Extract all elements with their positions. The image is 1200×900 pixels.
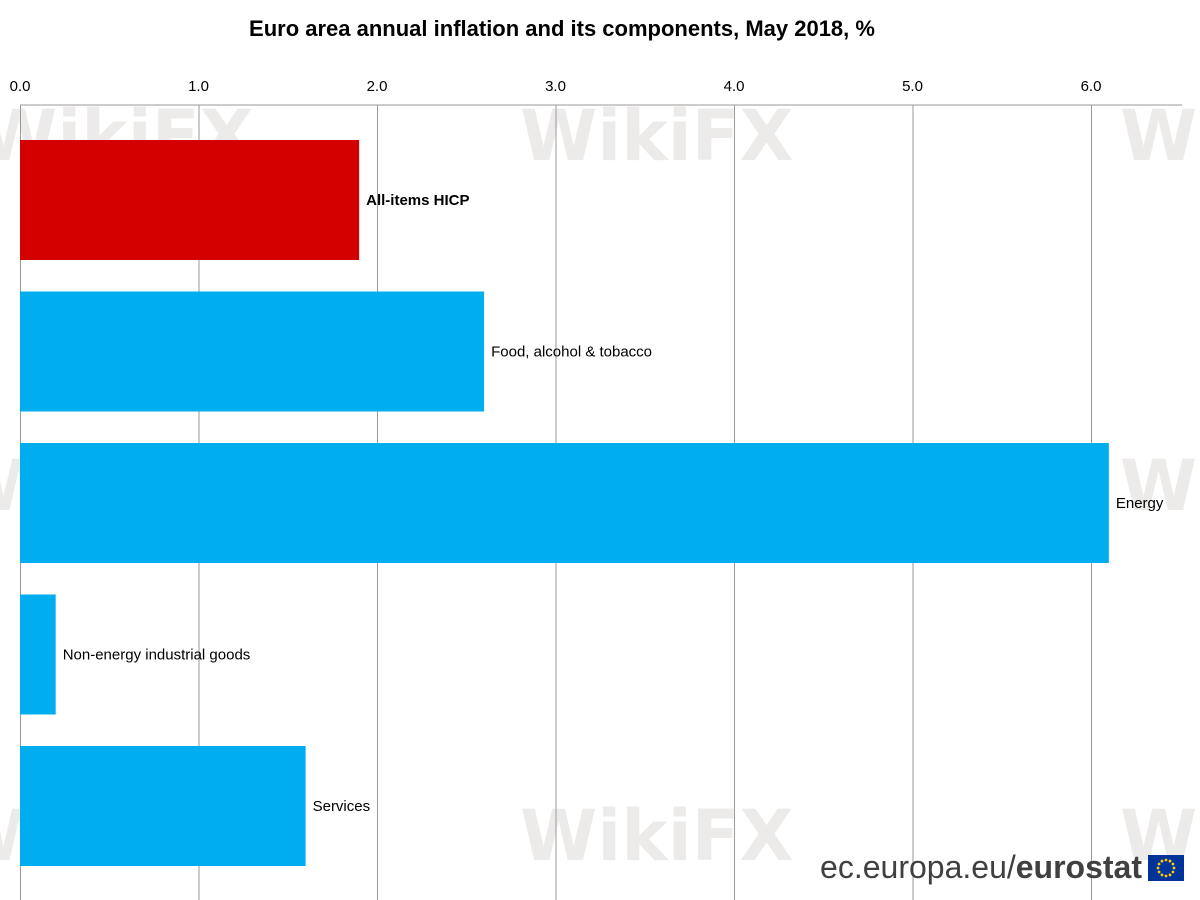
chart-title: Euro area annual inflation and its compo… bbox=[249, 16, 875, 41]
watermark-text: WikiFX bbox=[520, 795, 794, 877]
star-icon bbox=[1171, 862, 1175, 865]
watermark-text: WikiFX bbox=[520, 95, 794, 177]
eu-flag-icon bbox=[1148, 854, 1184, 881]
star-icon bbox=[1160, 859, 1164, 862]
bar bbox=[20, 291, 485, 412]
tick-label: 6.0 bbox=[1081, 78, 1102, 95]
tick-label: 3.0 bbox=[545, 78, 566, 95]
eurostat-brand: eurostat bbox=[1015, 849, 1142, 885]
source-text: ec.europa.eu/eurostat bbox=[820, 849, 1142, 886]
bar bbox=[20, 443, 1109, 563]
tick-label: 2.0 bbox=[367, 78, 388, 95]
bar-label: Services bbox=[313, 798, 371, 815]
bar bbox=[20, 746, 306, 866]
star-icon bbox=[1172, 866, 1176, 869]
tick-label: 0.0 bbox=[10, 78, 31, 95]
star-icon bbox=[1164, 858, 1168, 861]
tick-label: 4.0 bbox=[724, 78, 745, 95]
star-icon bbox=[1157, 870, 1161, 873]
star-icon bbox=[1168, 873, 1172, 876]
bar bbox=[20, 594, 56, 715]
watermark-text: WikiFX bbox=[1120, 95, 1200, 177]
bar-label: Non-energy industrial goods bbox=[63, 647, 251, 664]
star-icon bbox=[1156, 866, 1160, 869]
watermark-text: WikiFX bbox=[1120, 445, 1200, 527]
bar-label: Food, alcohol & tobacco bbox=[491, 344, 652, 361]
bar-label: All-items HICP bbox=[366, 192, 469, 209]
star-icon bbox=[1164, 874, 1168, 877]
tick-labels: 0.0 1.0 2.0 3.0 4.0 5.0 6.0 bbox=[10, 78, 1102, 95]
source-site: ec.europa.eu/ bbox=[820, 849, 1016, 885]
star-icon bbox=[1168, 859, 1172, 862]
source-footer: ec.europa.eu/eurostat bbox=[820, 849, 1184, 886]
bars bbox=[20, 140, 1109, 866]
tick-label: 1.0 bbox=[188, 78, 209, 95]
bar bbox=[20, 140, 360, 260]
star-icon bbox=[1157, 862, 1161, 865]
bar-labels: All-items HICP Food, alcohol & tobacco Ene… bbox=[63, 192, 1164, 815]
tick-label: 5.0 bbox=[902, 78, 923, 95]
bar-label: Energy bbox=[1116, 495, 1164, 512]
star-icon bbox=[1171, 870, 1175, 873]
star-icon bbox=[1160, 873, 1164, 876]
